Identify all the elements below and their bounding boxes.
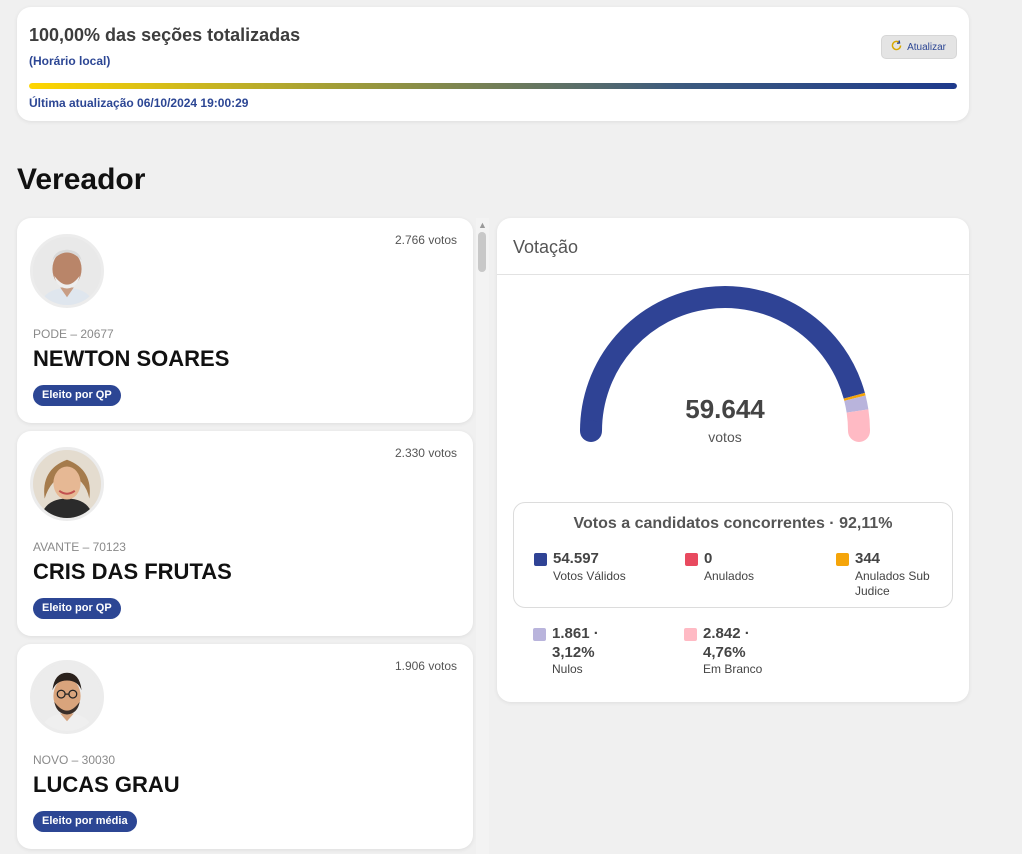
legend-label: Nulos [552, 662, 583, 676]
legend-value: 0 [704, 550, 713, 567]
voting-header: Votação [497, 218, 969, 275]
candidate-list-scrollbar[interactable]: ▲ [476, 218, 489, 854]
legend-swatch [684, 628, 697, 641]
candidate-name: CRIS DAS FRUTAS [33, 559, 232, 584]
refresh-button[interactable]: Atualizar [881, 35, 957, 59]
candidate-photo [30, 660, 104, 734]
candidate-name: LUCAS GRAU [33, 772, 180, 797]
totalization-progress-bar [29, 83, 957, 89]
candidate-list: 2.766 votos PODE – 20677 NEWTON SOARES E… [17, 218, 475, 854]
progress-fill [29, 83, 957, 89]
scroll-thumb[interactable] [478, 232, 486, 272]
section-title: Vereador [17, 163, 146, 196]
voting-card: Votação 59.644 votos Votos a candidatos … [497, 218, 969, 702]
candidate-votes: 1.906 votos [394, 659, 457, 673]
candidate-card[interactable]: 1.906 votos NOVO – 30030 LUCAS GRAU Elei… [17, 644, 473, 849]
local-time-note: (Horário local) [29, 54, 111, 68]
legend-label: Anulados Sub Judice [855, 569, 930, 598]
legend-value: 1.861 · 3,12% [552, 625, 599, 661]
elected-badge: Eleito por média [33, 811, 137, 832]
total-votes-unit: votos [708, 429, 742, 445]
candidate-party-number: PODE – 20677 [33, 327, 114, 341]
legend-label: Em Branco [703, 662, 763, 676]
gauge-start-cap [580, 420, 602, 442]
last-update-text: Última atualização 06/10/2024 19:00:29 [29, 96, 249, 110]
gauge-segment-votos-válidos [580, 286, 865, 432]
legend-value: 2.842 · 4,76% [703, 625, 750, 661]
summary-title: Votos a candidatos concorrentes · 92,11% [573, 515, 893, 532]
gauge-segment-nulos [844, 395, 869, 413]
candidate-party-number: NOVO – 30030 [33, 753, 116, 767]
refresh-icon [890, 39, 903, 55]
legend-swatch [836, 553, 849, 566]
totalization-title: 100,00% das seções totalizadas [29, 25, 301, 45]
votes-gauge-chart [580, 286, 870, 442]
gauge-end-cap [848, 420, 870, 442]
gauge-segment-anulados-sub-judice [843, 392, 866, 401]
elected-badge: Eleito por QP [33, 385, 121, 406]
legend-swatch [533, 628, 546, 641]
refresh-label: Atualizar [907, 41, 946, 53]
legend-value: 344 [855, 550, 881, 567]
legend-swatch [534, 553, 547, 566]
candidate-photo [30, 447, 104, 521]
voting-title: Votação [513, 237, 579, 257]
candidate-votes-summary: Votos a candidatos concorrentes · 92,11%… [513, 502, 953, 608]
totalization-status-card: 100,00% das seções totalizadas (Horário … [17, 7, 969, 121]
total-votes: 59.644 [685, 394, 765, 424]
candidate-photo [30, 234, 104, 308]
candidate-card[interactable]: 2.766 votos PODE – 20677 NEWTON SOARES E… [17, 218, 473, 423]
candidate-votes: 2.766 votos [394, 233, 457, 247]
candidate-party-number: AVANTE – 70123 [33, 540, 126, 554]
candidate-card[interactable]: 2.330 votos AVANTE – 70123 CRIS DAS FRUT… [17, 431, 473, 636]
candidate-votes: 2.330 votos [394, 446, 457, 460]
legend-value: 54.597 [553, 550, 599, 567]
legend-label: Votos Válidos [553, 569, 626, 583]
elected-badge: Eleito por QP [33, 598, 121, 619]
legend-label: Anulados [704, 569, 755, 583]
candidate-name: NEWTON SOARES [33, 346, 230, 371]
legend-swatch [685, 553, 698, 566]
scroll-up-icon[interactable]: ▲ [478, 220, 487, 230]
